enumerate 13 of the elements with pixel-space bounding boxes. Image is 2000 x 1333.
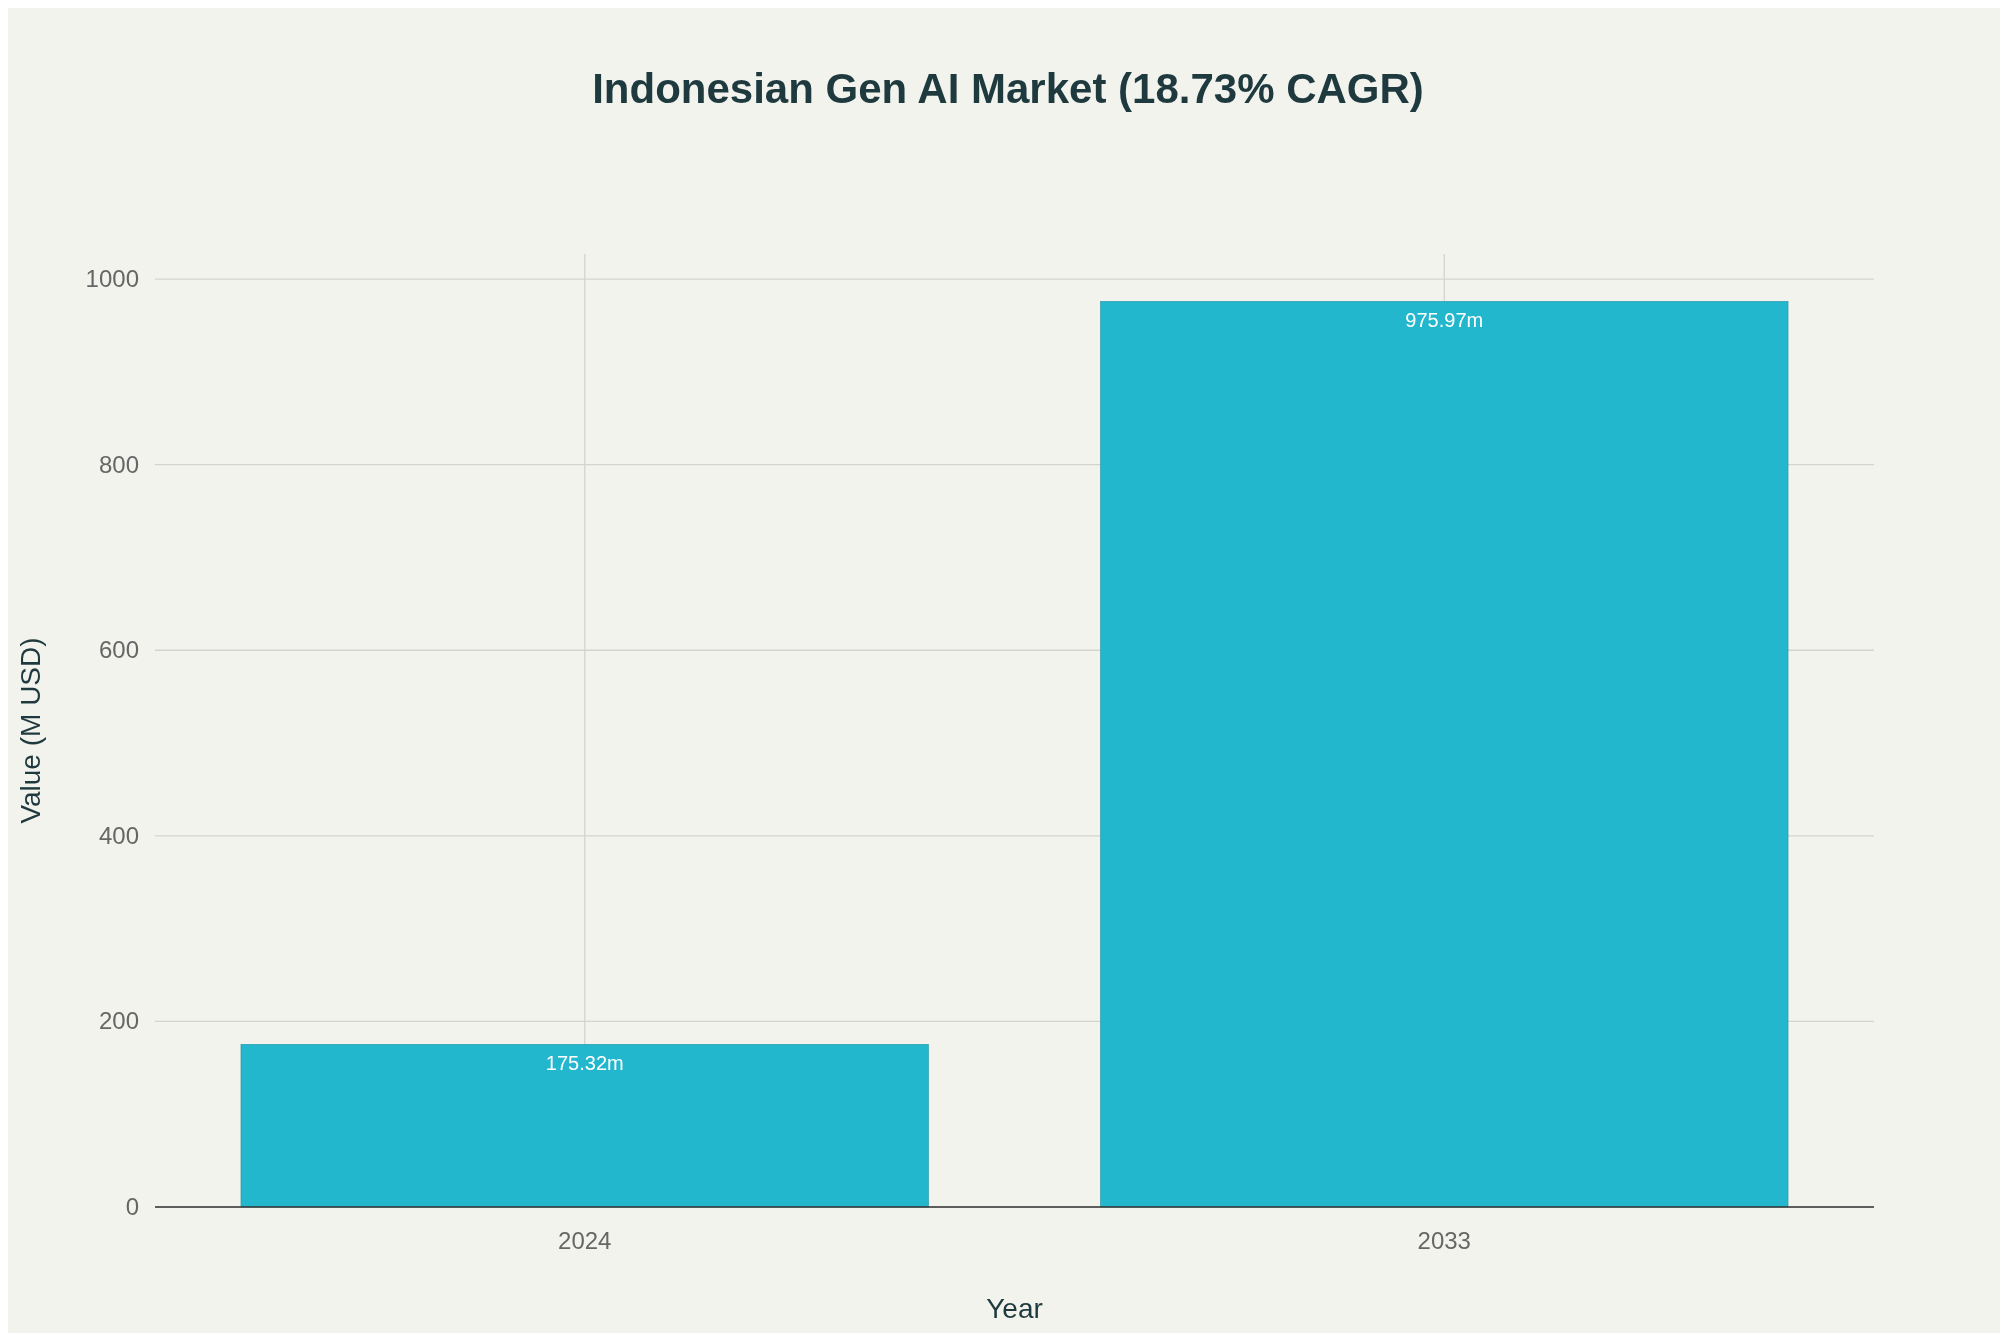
y-tick-label: 600	[98, 636, 139, 664]
data-label: 175.32m	[545, 1052, 624, 1075]
x-tick-label: 2024	[558, 1227, 612, 1254]
y-tick-label: 1000	[85, 265, 139, 293]
chart-title: Indonesian Gen AI Market (18.73% CAGR)	[592, 65, 1424, 112]
x-axis-title: Year	[986, 1293, 1043, 1324]
y-tick-label: 200	[98, 1007, 139, 1035]
data-label: 975.97m	[1405, 309, 1484, 332]
y-axis-title: Value (M USD)	[15, 637, 46, 824]
x-tick-label: 2033	[1417, 1227, 1471, 1254]
y-tick-label: 800	[98, 450, 139, 478]
y-tick-label: 0	[125, 1193, 139, 1220]
y-tick-label: 400	[98, 821, 139, 849]
